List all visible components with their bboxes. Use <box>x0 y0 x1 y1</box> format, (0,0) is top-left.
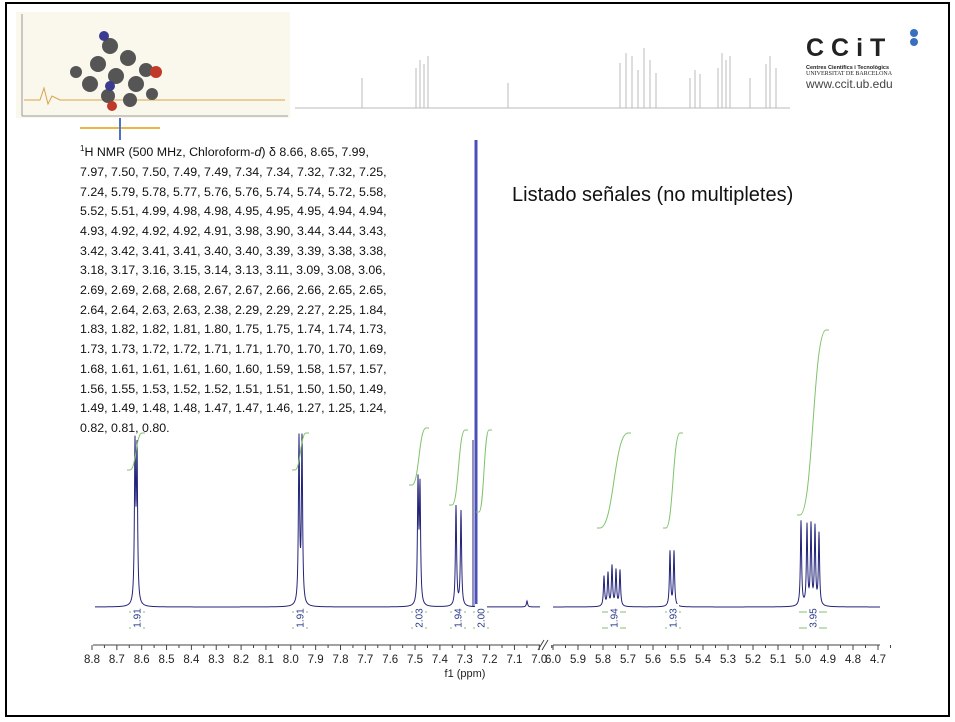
nmr-line: 3.42, 3.42, 3.41, 3.41, 3.40, 3.40, 3.39… <box>80 242 387 262</box>
logo-background <box>16 12 290 118</box>
nmr-line: 3.18, 3.17, 3.16, 3.15, 3.14, 3.13, 3.11… <box>80 261 387 281</box>
x-tick-label: 7.8 <box>333 654 349 666</box>
x-tick-label: 7.9 <box>308 654 324 666</box>
nmr-line: 1.73, 1.73, 1.72, 1.72, 1.71, 1.71, 1.70… <box>80 340 387 360</box>
x-tick-label: 8.6 <box>134 654 150 666</box>
x-tick-label: 8.0 <box>283 654 299 666</box>
nmr-lead: H NMR (500 MHz, Chloroform- <box>84 145 254 159</box>
x-tick-label: 5.4 <box>695 654 712 666</box>
x-tick-label: 8.7 <box>109 654 125 666</box>
x-tick-label: 8.4 <box>183 654 200 666</box>
x-tick-label: 8.3 <box>208 654 224 666</box>
integral-label: 1.94 <box>610 608 621 628</box>
x-tick-label: 5.2 <box>745 654 761 666</box>
ccit-name: CCiT <box>806 36 893 60</box>
nmr-shifts: ) δ 8.66, 8.65, 7.99, <box>261 145 368 159</box>
x-tick-label: 7.4 <box>432 654 449 666</box>
nmr-line: 5.52, 5.51, 4.99, 4.98, 4.98, 4.95, 4.95… <box>80 202 387 222</box>
x-tick-label: 4.9 <box>820 654 836 666</box>
integral-curve <box>597 433 631 528</box>
x-tick-label: 7.2 <box>482 654 498 666</box>
x-tick-label: 4.7 <box>870 654 886 666</box>
x-tick-label: 7.5 <box>407 654 423 666</box>
nmr-line: 1H NMR (500 MHz, Chloroform-d) δ 8.66, 8… <box>80 139 387 163</box>
x-tick-label: 5.0 <box>795 654 811 666</box>
heading: Listado señales (no multipletes) <box>512 184 793 207</box>
nmr-line: 2.69, 2.69, 2.68, 2.68, 2.67, 2.67, 2.66… <box>80 281 387 301</box>
integral-curve <box>449 430 468 505</box>
x-tick-label: 5.3 <box>720 654 736 666</box>
slide: 1.91 1.91 2.03 1.94 2.00 1.94 1.93 3.95 8.8 8.7 8.… <box>0 0 955 722</box>
nmr-line: 1.83, 1.82, 1.82, 1.81, 1.80, 1.75, 1.75… <box>80 320 387 340</box>
x-tick-label: 5.6 <box>645 654 661 666</box>
integral-curve <box>476 430 492 512</box>
thumbnail-spectrum <box>295 48 790 108</box>
ccit-logo-letters <box>910 29 918 46</box>
nmr-line: 0.82, 0.81, 0.80. <box>80 419 387 439</box>
x-tick-label: 8.8 <box>84 654 100 666</box>
nmr-line: 2.64, 2.64, 2.63, 2.63, 2.38, 2.29, 2.29… <box>80 301 387 321</box>
integral-label: 3.95 <box>809 608 820 628</box>
x-tick-label: 7.6 <box>382 654 398 666</box>
ccit-logo: CCiT Centres Científics i Tecnològics UN… <box>806 36 893 91</box>
x-tick-label: 7.1 <box>506 654 522 666</box>
x-axis-label: f1 (ppm) <box>445 668 486 680</box>
integral-curve <box>797 330 829 515</box>
ccit-url: www.ccit.ub.edu <box>806 77 893 91</box>
x-tick-label: 5.1 <box>770 654 786 666</box>
x-tick-label: 5.5 <box>670 654 686 666</box>
x-tick-label: 8.5 <box>159 654 175 666</box>
x-tick-label: 6.0 <box>545 654 561 666</box>
integral-label: 1.94 <box>454 608 465 628</box>
x-tick-label: 5.7 <box>620 654 636 666</box>
integral-curve <box>663 433 683 528</box>
x-tick-label: 7.3 <box>457 654 473 666</box>
x-tick-label: 5.9 <box>570 654 586 666</box>
integral-label: 1.93 <box>669 608 680 628</box>
left-logo <box>16 12 290 140</box>
spectrum-trace <box>553 520 880 607</box>
integral-label: 1.91 <box>296 608 307 628</box>
integral-curve <box>409 428 429 485</box>
nmr-line: 7.97, 7.50, 7.50, 7.49, 7.49, 7.34, 7.34… <box>80 163 387 183</box>
integral-label: 2.00 <box>477 608 488 628</box>
x-tick-label: 4.8 <box>845 654 861 666</box>
nmr-listing: 1H NMR (500 MHz, Chloroform-d) δ 8.66, 8… <box>80 139 387 439</box>
nmr-line: 1.56, 1.55, 1.53, 1.52, 1.52, 1.51, 1.51… <box>80 380 387 400</box>
x-tick-label: 8.2 <box>233 654 249 666</box>
x-tick-label: 5.8 <box>595 654 611 666</box>
x-tick-label: 8.1 <box>258 654 274 666</box>
nmr-line: 7.24, 5.79, 5.78, 5.77, 5.76, 5.76, 5.74… <box>80 183 387 203</box>
integral-label: 2.03 <box>415 608 426 628</box>
integral-label: 1.91 <box>133 608 144 628</box>
nmr-line: 1.68, 1.61, 1.61, 1.61, 1.60, 1.60, 1.59… <box>80 360 387 380</box>
x-tick-label: 7.7 <box>357 654 373 666</box>
nmr-line: 1.49, 1.49, 1.48, 1.48, 1.47, 1.47, 1.46… <box>80 399 387 419</box>
nmr-line: 4.93, 4.92, 4.92, 4.92, 4.91, 3.98, 3.90… <box>80 222 387 242</box>
